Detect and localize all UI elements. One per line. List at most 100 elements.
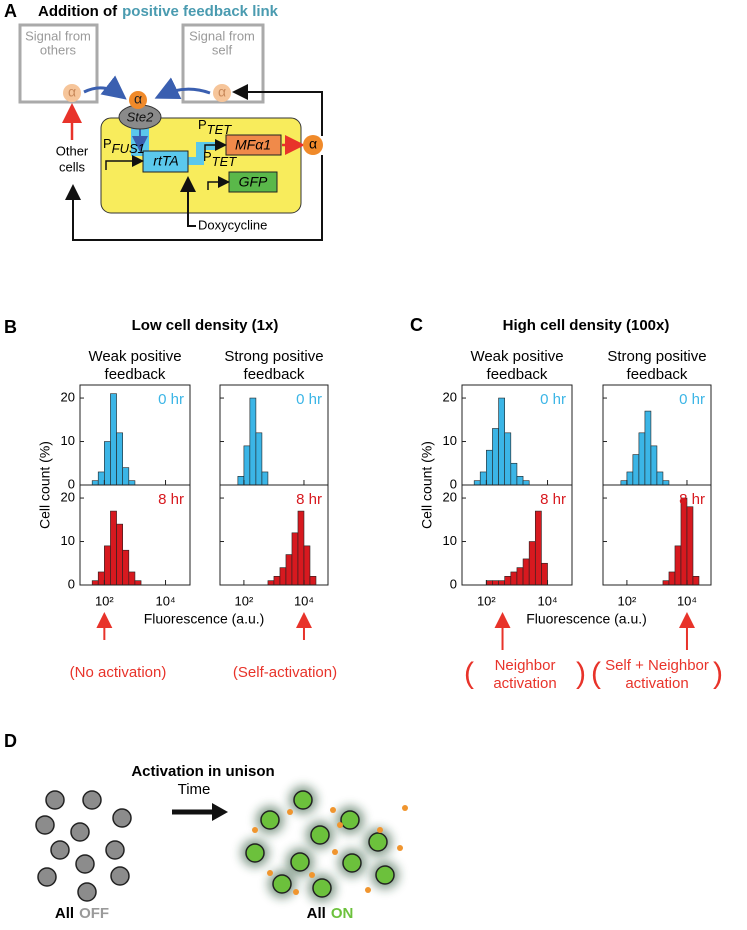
promoter: P xyxy=(103,136,112,151)
arrow xyxy=(154,77,211,100)
receptor-label: Ste2 xyxy=(127,109,155,124)
histogram-bar xyxy=(522,558,530,586)
histogram-bar xyxy=(510,462,518,486)
panel-title: Addition of positive feedback link xyxy=(38,3,279,20)
bracket: ( xyxy=(591,657,601,690)
box-label: self xyxy=(212,42,233,57)
pheromone-dot xyxy=(402,805,408,811)
histogram-bar xyxy=(303,545,311,586)
histogram-bar xyxy=(91,580,99,586)
histogram-bar xyxy=(134,580,142,586)
pheromone-dot xyxy=(267,870,273,876)
off-cells xyxy=(35,790,132,902)
y-tick-label: 20 xyxy=(61,489,75,504)
histogram-bar xyxy=(297,510,305,586)
plot-frame xyxy=(79,484,191,586)
pheromone xyxy=(303,135,323,155)
arrow xyxy=(105,155,144,170)
cell-on xyxy=(368,832,388,852)
histogram-bar xyxy=(261,471,269,486)
pheromone-dot xyxy=(397,845,403,851)
annotation: Neighbor xyxy=(495,657,556,674)
x-axis-label: Fluorescence (a.u.) xyxy=(526,611,647,627)
histogram-bar xyxy=(116,523,123,586)
panel-title: High cell density (100x) xyxy=(503,317,670,334)
column-title: Weak positive xyxy=(88,348,181,365)
x-tick-label: 10² xyxy=(477,593,496,608)
y-tick-label: 20 xyxy=(443,389,457,404)
annotation: activation xyxy=(493,675,556,692)
histogram-bar xyxy=(656,471,664,486)
histogram-bar xyxy=(122,549,130,586)
cell-on xyxy=(342,853,362,873)
cell-off xyxy=(50,840,70,860)
x-tick-label: 10⁴ xyxy=(294,593,314,608)
box-label: Signal from xyxy=(25,28,91,43)
state-label: All OFF xyxy=(55,905,109,922)
histogram-bar xyxy=(97,571,105,586)
pheromone-dot xyxy=(252,827,258,833)
histogram-bar xyxy=(97,471,105,486)
cells-label: cells xyxy=(59,159,86,174)
time-label: 8 hr xyxy=(158,491,184,508)
annotation: (No activation) xyxy=(70,664,167,681)
histogram-bar xyxy=(237,476,245,486)
panel-letter: C xyxy=(410,315,423,335)
annotation: activation xyxy=(625,675,688,692)
histogram-bar xyxy=(510,571,518,586)
cell-on xyxy=(272,874,292,894)
promoter-sub: TET xyxy=(212,154,238,169)
time-label: 0 hr xyxy=(540,391,566,408)
arrow xyxy=(204,139,227,153)
histogram-bar xyxy=(638,432,646,486)
histogram-bar xyxy=(516,476,524,486)
column-title: feedback xyxy=(244,366,305,383)
time-label: 8 hr xyxy=(540,491,566,508)
alpha: α xyxy=(218,84,226,100)
cell-off xyxy=(35,815,55,835)
time-label: 8 hr xyxy=(296,491,322,508)
cell-on xyxy=(312,878,332,898)
cell-on xyxy=(310,825,330,845)
plot-frame xyxy=(461,484,573,586)
histogram-bar xyxy=(522,480,530,486)
pheromone-dot xyxy=(337,822,343,828)
histogram-bar xyxy=(279,567,287,586)
histogram-bar xyxy=(662,580,670,586)
x-tick-label: 10⁴ xyxy=(538,593,558,608)
histogram-bar xyxy=(498,580,505,586)
cell-off xyxy=(110,866,130,886)
x-tick-label: 10² xyxy=(235,593,254,608)
annotation: (Self-activation) xyxy=(233,664,337,681)
pheromone-dot xyxy=(287,809,293,815)
histogram-bar xyxy=(249,397,257,486)
histogram-bar xyxy=(91,480,99,486)
time-label: 0 hr xyxy=(679,391,705,408)
panel-letter: D xyxy=(4,731,17,751)
pheromone-dot xyxy=(330,807,336,813)
promoter: P xyxy=(198,117,207,132)
cell-off xyxy=(75,854,95,874)
histogram-bar xyxy=(486,449,493,486)
histogram-bar xyxy=(686,506,694,586)
panel-letter: A xyxy=(4,1,17,21)
feedback-arrow xyxy=(232,84,323,136)
y-axis-label: Cell count (%) xyxy=(37,441,53,529)
time-label: 0 hr xyxy=(158,391,184,408)
alpha: α xyxy=(309,136,317,152)
arrow xyxy=(207,176,230,190)
cell-off xyxy=(82,790,102,810)
y-tick-label: 10 xyxy=(61,433,75,448)
y-tick-label: 10 xyxy=(443,533,457,548)
histogram-bar xyxy=(122,467,130,486)
promoter-label: PFUS1 xyxy=(103,136,145,156)
all: All xyxy=(55,905,74,922)
histogram-bar xyxy=(492,428,499,486)
panel-a: A Addition of positive feedback link Sign… xyxy=(4,1,323,241)
histogram-bar xyxy=(486,580,493,586)
histogram-bar xyxy=(110,510,117,586)
histogram-bar xyxy=(668,571,676,586)
histogram-bar xyxy=(104,545,111,586)
annotation: Self + Neighbor xyxy=(605,657,709,674)
x-axis-label: Fluorescence (a.u.) xyxy=(144,611,265,627)
